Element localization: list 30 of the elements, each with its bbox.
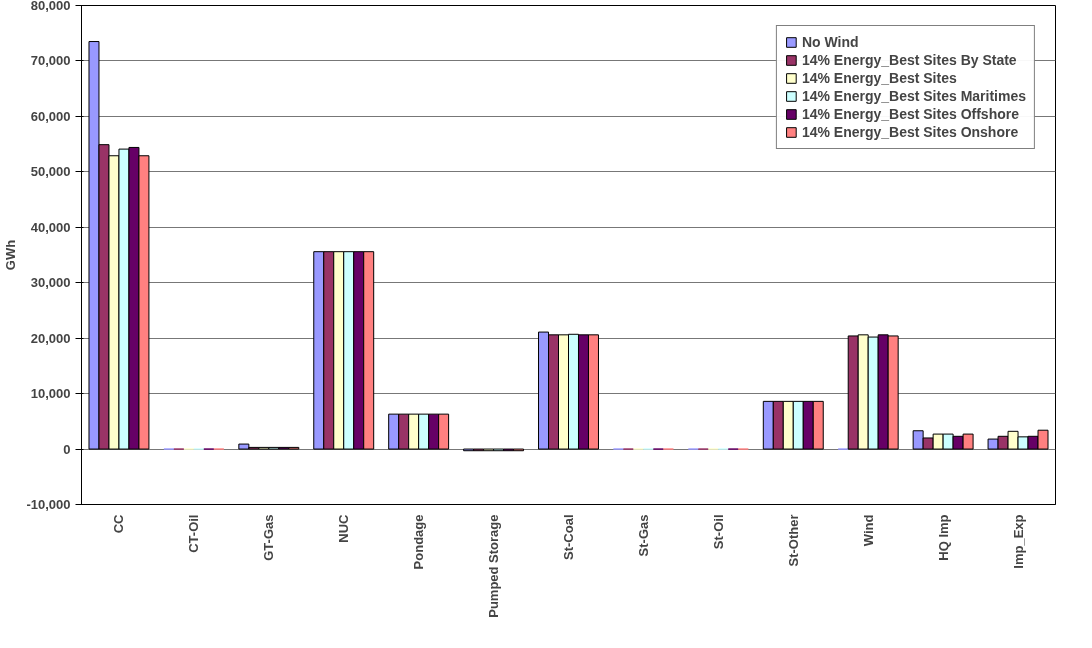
- legend-label: No Wind: [801, 34, 859, 50]
- y-tick-label: -10,000: [26, 497, 71, 512]
- legend-label: 14% Energy_Best Sites: [801, 70, 957, 86]
- legend-label: 14% Energy_Best Sites Onshore: [801, 124, 1019, 140]
- y-axis-title: GWh: [3, 239, 19, 271]
- x-tick-label: HQ Imp: [935, 514, 951, 561]
- y-tick-label: 0: [63, 441, 71, 457]
- legend-label: 14% Energy_Best Sites Maritimes: [801, 88, 1026, 104]
- x-tick-label: Pumped Storage: [486, 514, 502, 618]
- y-tick-label: 20,000: [30, 330, 71, 346]
- y-tick-label: 10,000: [30, 386, 71, 402]
- legend-label: 14% Energy_Best Sites By State: [801, 52, 1017, 68]
- y-tick-label: 30,000: [30, 275, 71, 291]
- x-tick-label: CC: [111, 513, 127, 534]
- y-tick-label: 50,000: [30, 164, 71, 180]
- y-tick-label: 80,000: [30, 0, 71, 13]
- y-tick-label: 60,000: [30, 108, 71, 124]
- x-tick-label: CT-Oil: [186, 514, 202, 553]
- x-tick-label: Wind: [860, 514, 876, 547]
- x-tick-label: St-Other: [785, 514, 801, 567]
- x-tick-label: NUC: [336, 513, 352, 543]
- x-tick-label: GT-Gas: [261, 514, 277, 561]
- y-tick-label: 70,000: [30, 53, 71, 69]
- x-tick-label: Pondage: [411, 514, 427, 570]
- y-tick-label: 40,000: [30, 219, 71, 235]
- x-tick-label: St-Coal: [561, 514, 576, 560]
- legend-label: 14% Energy_Best Sites Offshore: [801, 106, 1019, 122]
- x-tick-label: St-Oil: [710, 514, 726, 550]
- x-tick-label: Imp_Exp: [1010, 514, 1026, 569]
- x-tick-label: St-Gas: [635, 514, 651, 557]
